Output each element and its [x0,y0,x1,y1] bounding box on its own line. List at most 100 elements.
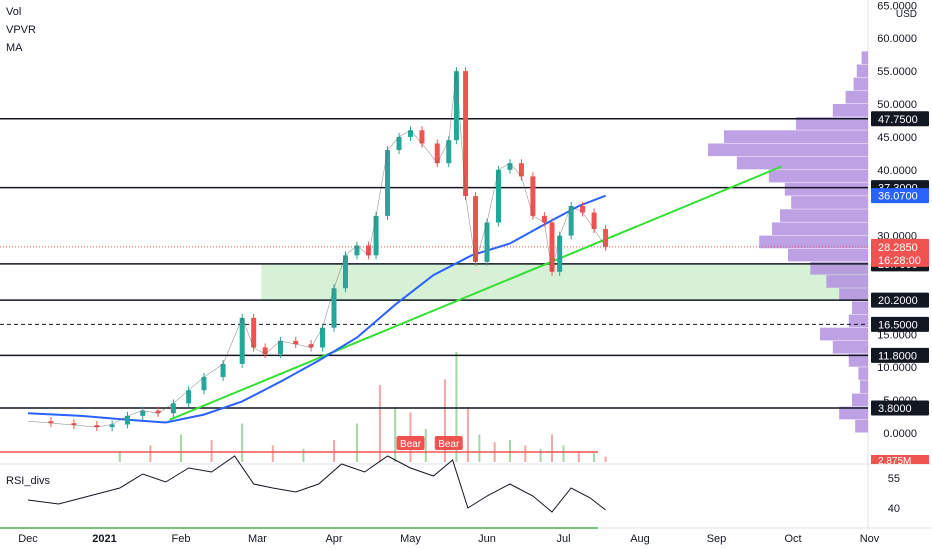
time-tick-label: Aug [630,533,650,545]
vpvr-bar [845,90,868,104]
candle-body [71,423,77,426]
candle-body [446,140,452,164]
volume-bar [478,434,481,462]
bear-badge: Bear [400,439,422,450]
candle-body [251,317,257,348]
time-tick-label: Oct [784,533,801,545]
price-level-badge-bg [871,111,929,127]
time-tick-label: Jul [556,533,570,545]
candle-body [408,130,413,137]
price-level-badge-bg [871,316,929,332]
vpvr-bar [791,196,868,209]
countdown-badge: 16:28:00 [878,255,921,267]
volume-bar [577,451,580,462]
price-level-badge-bg [871,400,929,416]
vpvr-bar [855,419,868,433]
vpvr-bar [708,143,868,157]
vpvr-bar [820,327,868,341]
vpvr-bar [736,156,868,170]
candle-body [140,410,146,416]
vpvr-bar [784,182,868,196]
price-tick-label: 60.0000 [877,33,917,45]
bear-badge-bg [434,436,463,450]
time-tick-label: Feb [172,533,191,545]
indicator-label-ma[interactable]: MA [6,42,23,54]
candle-body [373,215,379,256]
vpvr-bar [759,235,868,249]
price-level-badge: 20.2000 [878,295,918,307]
candle-body [419,130,425,144]
vpvr-bar [860,380,868,394]
candle-body [277,340,283,355]
volume-bar [378,385,381,462]
vpvr-bar [852,301,868,315]
volume-bar [271,445,274,462]
vpvr-bar [768,169,868,183]
vpvr-bar [856,64,868,78]
volume-bar [466,407,469,462]
moving-average-line [27,194,606,424]
candle-body [541,215,547,223]
current-price-badge-bg [871,238,929,267]
vpvr-bar [780,209,868,222]
vpvr-bar [839,288,868,301]
rsi-line [27,455,606,513]
volume-bar [180,434,182,462]
price-tick-label: 65.0000 [877,0,917,12]
vpvr-bar [810,261,868,275]
volume-bar [562,445,565,462]
vpvr-bar [861,51,868,65]
vpvr-bar [772,222,868,236]
candle-body [201,377,207,391]
candle-body [342,255,348,289]
price-level-badge: 47.7500 [878,114,918,126]
time-tick-label: 2021 [92,533,116,545]
candle-body [484,222,490,262]
time-tick-label: Apr [325,533,342,545]
price-level-badge: 3.8000 [878,403,912,415]
volume-bar [394,407,397,462]
indicator-label-vol[interactable]: Vol [6,6,22,18]
price-tick-label: 50.0000 [877,99,917,111]
price-tick-label: 10.0000 [877,362,917,374]
volume-bar [539,448,542,462]
indicator-label-vpvr[interactable]: VPVR [6,24,36,36]
volume-bar [355,423,358,462]
current-price-badge: 28.2850 [878,242,918,254]
rsi-label: RSI_divs [6,475,51,487]
volume-bar [302,448,305,462]
candle-body [293,340,299,345]
time-tick-label: Mar [248,533,267,545]
price-level-badge-bg [871,292,929,308]
volume-bar [333,440,335,462]
price-level-badge: 16.5000 [878,319,918,331]
vpvr-bar [832,340,868,354]
price-tick-label: 40.0000 [877,165,917,177]
volume-badge: 2.875M [878,456,911,467]
vpvr-bar [852,393,868,407]
bear-badge: Bear [438,439,460,450]
candle-body [308,344,314,348]
vpvr-bar [853,77,868,91]
vpvr-bar [788,248,868,262]
volume-bar [118,451,121,462]
candle-body [320,327,326,348]
candle-body [94,425,100,428]
candle-body [124,415,130,425]
time-tick-label: Dec [18,533,38,545]
volume-badge-bg [871,455,929,464]
candle-body [434,143,440,164]
ma-value-badge-bg [871,188,929,204]
vpvr-bar [832,104,868,117]
candle-body [568,205,574,236]
candle-body [603,229,609,247]
demand-zone [261,263,868,301]
price-tick-label: 55.0000 [877,66,917,78]
candle-body [530,176,536,216]
candle-body [239,317,245,364]
candle-body [48,421,54,424]
candle-body [155,410,161,414]
candle-body [507,163,513,170]
